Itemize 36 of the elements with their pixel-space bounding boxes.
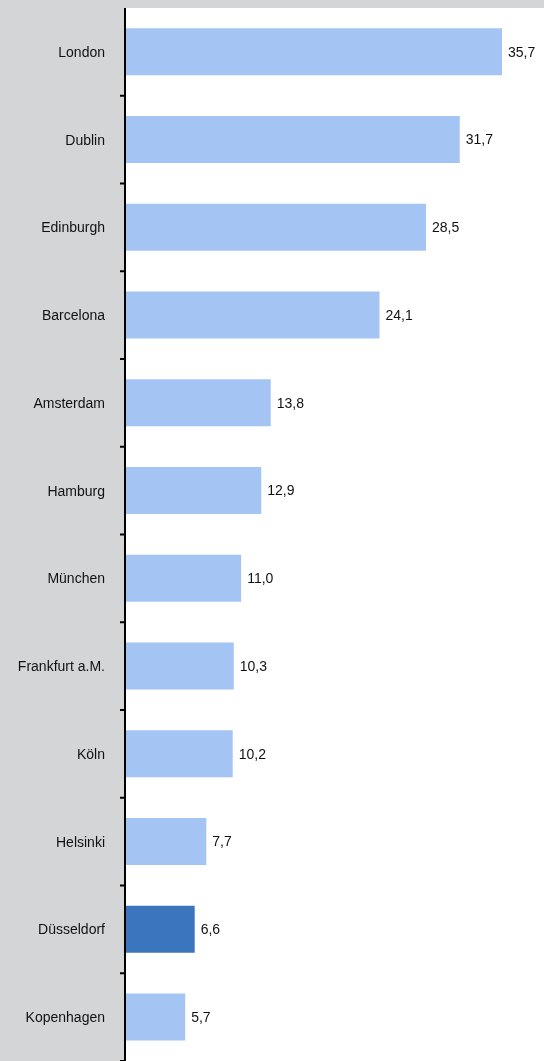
y-tick-label: Helsinki (55, 833, 105, 850)
data-label: 11,0 (247, 570, 274, 587)
bar (125, 993, 186, 1041)
y-tick-label: Kopenhagen (25, 1009, 105, 1026)
y-tick-label: Hamburg (47, 482, 105, 499)
bar (125, 291, 380, 339)
data-label: 5,7 (191, 1008, 211, 1025)
bar (125, 554, 242, 602)
bar (125, 28, 502, 76)
data-label: 31,7 (465, 131, 494, 148)
data-label: 10,3 (239, 657, 268, 674)
data-label: 35,7 (508, 43, 536, 60)
y-tick-label: London (58, 43, 105, 60)
bar (125, 466, 262, 514)
bar (125, 905, 195, 953)
y-tick-label: Dublin (65, 131, 105, 148)
y-tick-label: München (47, 570, 105, 587)
y-tick-label: Frankfurt a.M. (17, 658, 105, 675)
bar (125, 203, 426, 251)
bar (125, 642, 234, 690)
y-tick-label: Barcelona (41, 307, 106, 324)
data-label: 12,9 (267, 482, 295, 499)
bar (125, 115, 460, 163)
bar (125, 817, 207, 865)
bar (125, 730, 233, 778)
y-tick-label: Amsterdam (33, 394, 105, 411)
data-label: 28,5 (431, 219, 460, 236)
data-label: 7,7 (212, 833, 232, 850)
y-tick-label: Düsseldorf (38, 921, 106, 938)
data-label: 13,8 (276, 394, 305, 411)
y-tick-label: Köln (76, 745, 105, 762)
y-tick-label: Edinburgh (41, 219, 105, 236)
data-label: 6,6 (200, 921, 221, 938)
bar (125, 379, 271, 427)
data-label: 10,2 (238, 745, 267, 762)
data-label: 24,1 (385, 306, 413, 323)
